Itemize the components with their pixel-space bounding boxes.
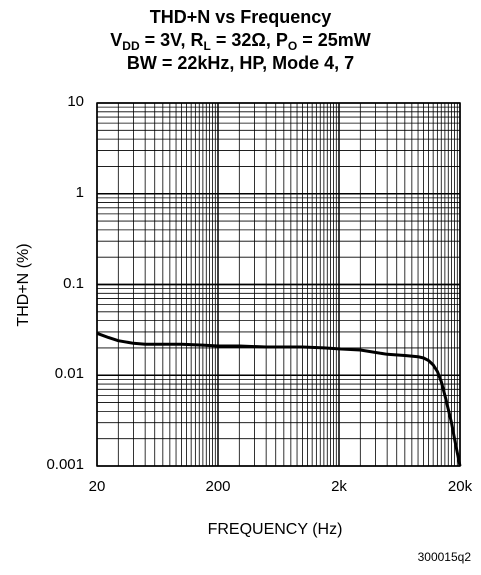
y-axis-label: THD+N (%) (15, 243, 32, 327)
x-axis-label: FREQUENCY (Hz) (207, 521, 343, 538)
y-tick-label: 10 (67, 93, 84, 110)
po-subscript: O (287, 39, 298, 53)
y-tick-label: 1 (75, 183, 84, 201)
x-tick-label: 20 (88, 478, 106, 495)
thd-curve-line (96, 331, 462, 467)
chart-subtitle-conditions: VDD = 3V, RL = 32Ω, PO = 25mW (0, 30, 481, 53)
curve-layer (96, 331, 462, 467)
vdd-subscript: DD (122, 39, 140, 53)
plot-frame (96, 102, 461, 467)
rl-value: = 32Ω, P (210, 30, 288, 50)
rl-subscript: L (203, 39, 211, 53)
chart-title: THD+N vs Frequency (149, 7, 332, 27)
vdd-value: = 3V, R (139, 30, 204, 50)
x-tick-label: 200 (205, 478, 231, 495)
vdd-symbol: V (110, 30, 123, 50)
y-tick-label: 0.1 (63, 274, 84, 292)
plot-grid (96, 102, 461, 467)
y-tick-label: 0.01 (54, 365, 84, 383)
x-tick-label: 20k (447, 478, 473, 495)
figure-id: 300015q2 (417, 550, 471, 564)
po-value: = 25mW (297, 30, 371, 50)
y-tick-label: 0.001 (46, 456, 84, 473)
x-tick-label: 2k (331, 478, 347, 495)
chart-subtitle-bandwidth: BW = 22kHz, HP, Mode 4, 7 (126, 53, 355, 73)
